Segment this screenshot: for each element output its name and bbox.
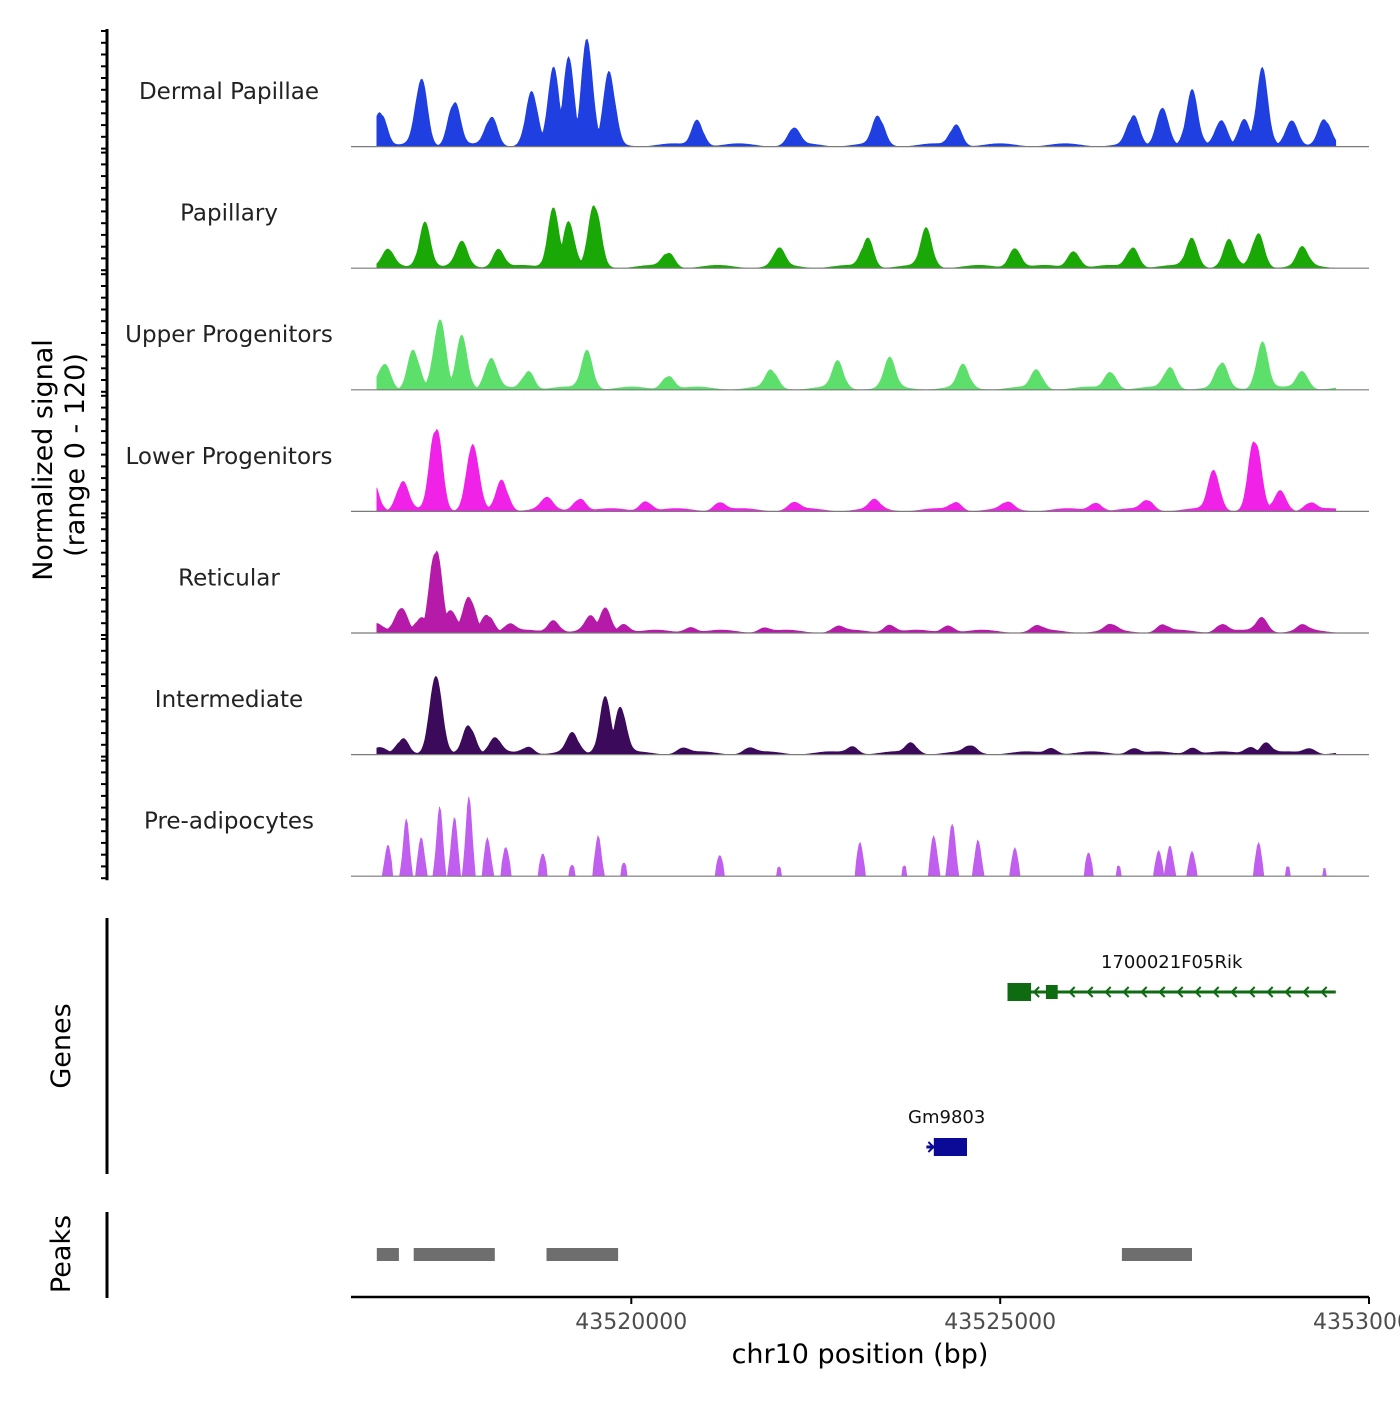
track-lower-progenitors: Lower Progenitors bbox=[126, 428, 1369, 512]
peaks-panel-label: Peaks bbox=[46, 1215, 77, 1293]
coverage-signal-area bbox=[376, 38, 1337, 147]
peak-region bbox=[1121, 1248, 1192, 1261]
x-tick-label: 43530000 bbox=[1313, 1310, 1400, 1335]
x-axis-ticks: 43520000 43525000 43530000 bbox=[575, 1297, 1400, 1335]
strand-arrow bbox=[1032, 986, 1040, 998]
peak-region bbox=[546, 1248, 619, 1261]
strand-arrow bbox=[1176, 986, 1184, 998]
track-label: Papillary bbox=[180, 201, 278, 227]
strand-arrow bbox=[1212, 986, 1220, 998]
strand-arrow bbox=[1284, 986, 1292, 998]
peak-region bbox=[376, 1248, 399, 1261]
track-label: Upper Progenitors bbox=[125, 322, 333, 348]
coverage-signal-area bbox=[376, 550, 1337, 634]
x-axis-label: chr10 position (bp) bbox=[732, 1339, 989, 1370]
gene-exon bbox=[1045, 985, 1058, 999]
coverage-ylabel-line1: Normalized signal bbox=[28, 339, 59, 581]
track-label: Dermal Papillae bbox=[139, 79, 319, 105]
strand-arrow bbox=[1194, 986, 1202, 998]
gene-annotations: 1700021F05Rik Gm9803 bbox=[908, 952, 1336, 1156]
x-tick-label: 43520000 bbox=[575, 1310, 687, 1335]
gene-gm9803: Gm9803 bbox=[908, 1107, 985, 1156]
track-label: Reticular bbox=[178, 565, 280, 591]
strand-arrow bbox=[927, 1141, 935, 1153]
coverage-signal-area bbox=[376, 205, 1336, 269]
track-papillary: Papillary bbox=[180, 201, 1369, 269]
track-upper-progenitors: Upper Progenitors bbox=[125, 319, 1369, 391]
track-label: Pre-adipocytes bbox=[144, 809, 314, 835]
gene-exon bbox=[1007, 983, 1032, 1001]
strand-arrow bbox=[1230, 986, 1238, 998]
coverage-ylabel-line2: (range 0 - 120) bbox=[60, 353, 91, 557]
strand-arrow bbox=[1140, 986, 1148, 998]
track-label: Lower Progenitors bbox=[126, 444, 333, 470]
x-tick-label: 43525000 bbox=[944, 1310, 1056, 1335]
strand-arrow bbox=[1086, 986, 1094, 998]
coverage-signal-area bbox=[376, 319, 1337, 391]
track-reticular: Reticular bbox=[178, 550, 1369, 634]
peak-region bbox=[413, 1248, 495, 1261]
coverage-signal-area bbox=[376, 676, 1337, 755]
genes-panel-label: Genes bbox=[46, 1003, 77, 1088]
strand-arrow bbox=[1320, 986, 1328, 998]
strand-arrow bbox=[1104, 986, 1112, 998]
track-dermal-papillae: Dermal Papillae bbox=[139, 38, 1369, 148]
coverage-tracks: Dermal Papillae Papillary Upper Progenitor… bbox=[125, 38, 1369, 877]
peak-regions bbox=[376, 1248, 1192, 1261]
track-pre-adipocytes: Pre-adipocytes bbox=[144, 796, 1369, 877]
track-intermediate: Intermediate bbox=[155, 676, 1369, 756]
gene-exon bbox=[933, 1138, 967, 1156]
coverage-signal-area bbox=[376, 796, 1336, 877]
gene-1700021f05rik: 1700021F05Rik bbox=[1007, 952, 1336, 1001]
strand-arrow bbox=[1122, 986, 1130, 998]
coverage-signal-area bbox=[376, 428, 1337, 512]
strand-arrow bbox=[1158, 986, 1166, 998]
strand-arrow bbox=[1266, 986, 1274, 998]
gene-label: 1700021F05Rik bbox=[1101, 952, 1243, 973]
strand-arrow bbox=[1248, 986, 1256, 998]
track-label: Intermediate bbox=[155, 687, 303, 713]
strand-arrow bbox=[1302, 986, 1310, 998]
strand-arrow bbox=[1068, 986, 1076, 998]
coverage-y-axis bbox=[101, 29, 109, 881]
gene-label: Gm9803 bbox=[908, 1107, 985, 1128]
